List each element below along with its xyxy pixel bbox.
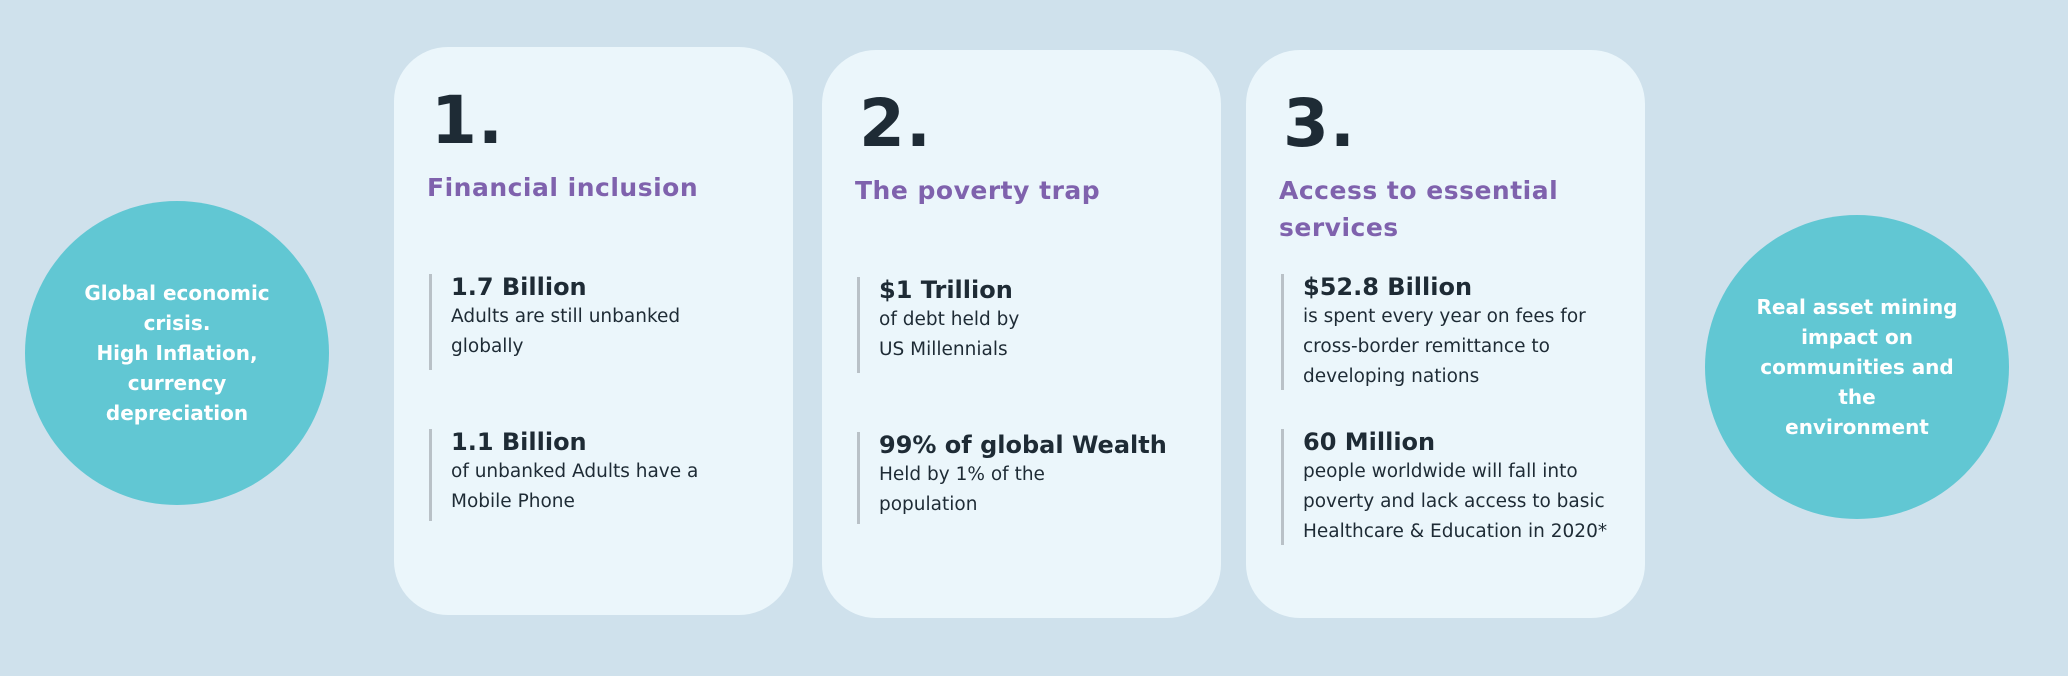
stat-block: $52.8 Billion is spent every year on fee… <box>1281 273 1623 390</box>
stat-text: of debt held by US Millennials <box>879 309 1020 360</box>
stat-headline: 60 Million <box>1303 428 1436 456</box>
stat-text: people worldwide will fall into poverty … <box>1303 461 1608 542</box>
stat-headline: 99% of global Wealth <box>879 431 1167 459</box>
global-crisis-circle: Global economic crisis. High Inflation, … <box>25 201 329 505</box>
card-poverty-trap: 2. The poverty trap $1 Trillion of debt … <box>822 50 1221 618</box>
stat-text: of unbanked Adults have a Mobile Phone <box>451 461 699 512</box>
card-number: 1. <box>431 82 504 159</box>
card-title: The poverty trap <box>855 176 1101 205</box>
stat-block: 1.1 Billion of unbanked Adults have a Mo… <box>429 428 771 521</box>
stat-headline: $1 Trillion <box>879 276 1013 304</box>
card-number: 3. <box>1283 85 1356 162</box>
stat-headline: $52.8 Billion <box>1303 273 1473 301</box>
card-essential-services: 3. Access to essential services $52.8 Bi… <box>1246 50 1645 618</box>
stat-text: Adults are still unbanked globally <box>451 306 681 357</box>
global-crisis-text: Global economic crisis. High Inflation, … <box>84 281 270 425</box>
stat-headline: 1.1 Billion <box>451 428 587 456</box>
stat-text: is spent every year on fees for cross-bo… <box>1303 306 1586 387</box>
card-financial-inclusion: 1. Financial inclusion 1.7 Billion Adult… <box>394 47 793 615</box>
stat-block: 1.7 Billion Adults are still unbanked gl… <box>429 273 771 370</box>
card-title: Financial inclusion <box>427 173 699 202</box>
card-title: Access to essential services <box>1279 176 1559 242</box>
mining-impact-circle: Real asset mining impact on communities … <box>1705 215 2009 519</box>
stat-headline: 1.7 Billion <box>451 273 587 301</box>
card-number: 2. <box>859 85 932 162</box>
mining-impact-text: Real asset mining impact on communities … <box>1756 295 1958 439</box>
stat-block: 99% of global Wealth Held by 1% of the p… <box>857 431 1199 524</box>
stat-block: 60 Million people worldwide will fall in… <box>1281 428 1623 545</box>
stat-text: Held by 1% of the population <box>879 464 1045 515</box>
stat-block: $1 Trillion of debt held by US Millennia… <box>857 276 1199 373</box>
